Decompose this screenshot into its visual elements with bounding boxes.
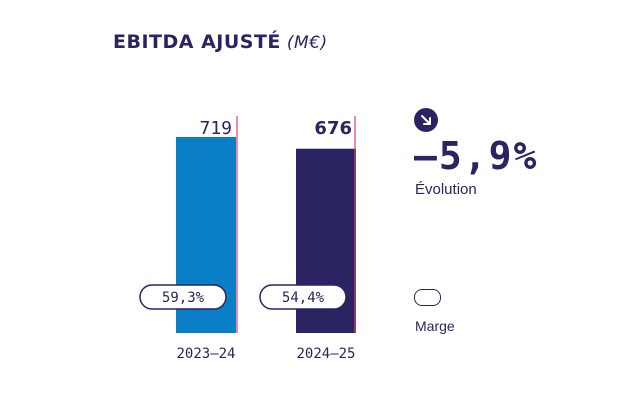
margin-pill-2 (259, 284, 347, 310)
legend-margin-swatch (414, 289, 441, 306)
category-label-2: 2024–25 (296, 346, 355, 362)
margin-pill-1 (139, 284, 227, 310)
legend-margin-label: Marge (415, 318, 455, 334)
arrow-down-right-icon (414, 108, 438, 132)
chart-unit: (M€) (286, 33, 328, 53)
chart-title-text: EBITDA AJUSTÉ (113, 31, 281, 53)
chart-title: EBITDA AJUSTÉ (M€) (113, 31, 328, 53)
change-value: –5,9% (414, 134, 539, 178)
margin-label-2: 54,4% (282, 290, 325, 306)
bar-value-label-1: 719 (199, 118, 232, 139)
bar-value-label-2: 676 (314, 118, 352, 139)
change-label: Évolution (415, 181, 477, 198)
category-label-1: 2023–24 (176, 346, 235, 362)
margin-label-1: 59,3% (162, 290, 205, 306)
